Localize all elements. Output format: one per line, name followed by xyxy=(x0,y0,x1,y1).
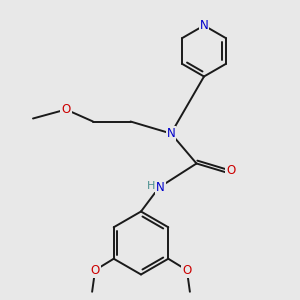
Text: O: O xyxy=(61,103,70,116)
Text: N: N xyxy=(167,127,176,140)
Text: N: N xyxy=(156,181,165,194)
Text: O: O xyxy=(182,264,191,277)
Text: N: N xyxy=(200,19,208,32)
Text: O: O xyxy=(91,264,100,277)
Text: H: H xyxy=(147,181,155,191)
Text: O: O xyxy=(226,164,236,178)
